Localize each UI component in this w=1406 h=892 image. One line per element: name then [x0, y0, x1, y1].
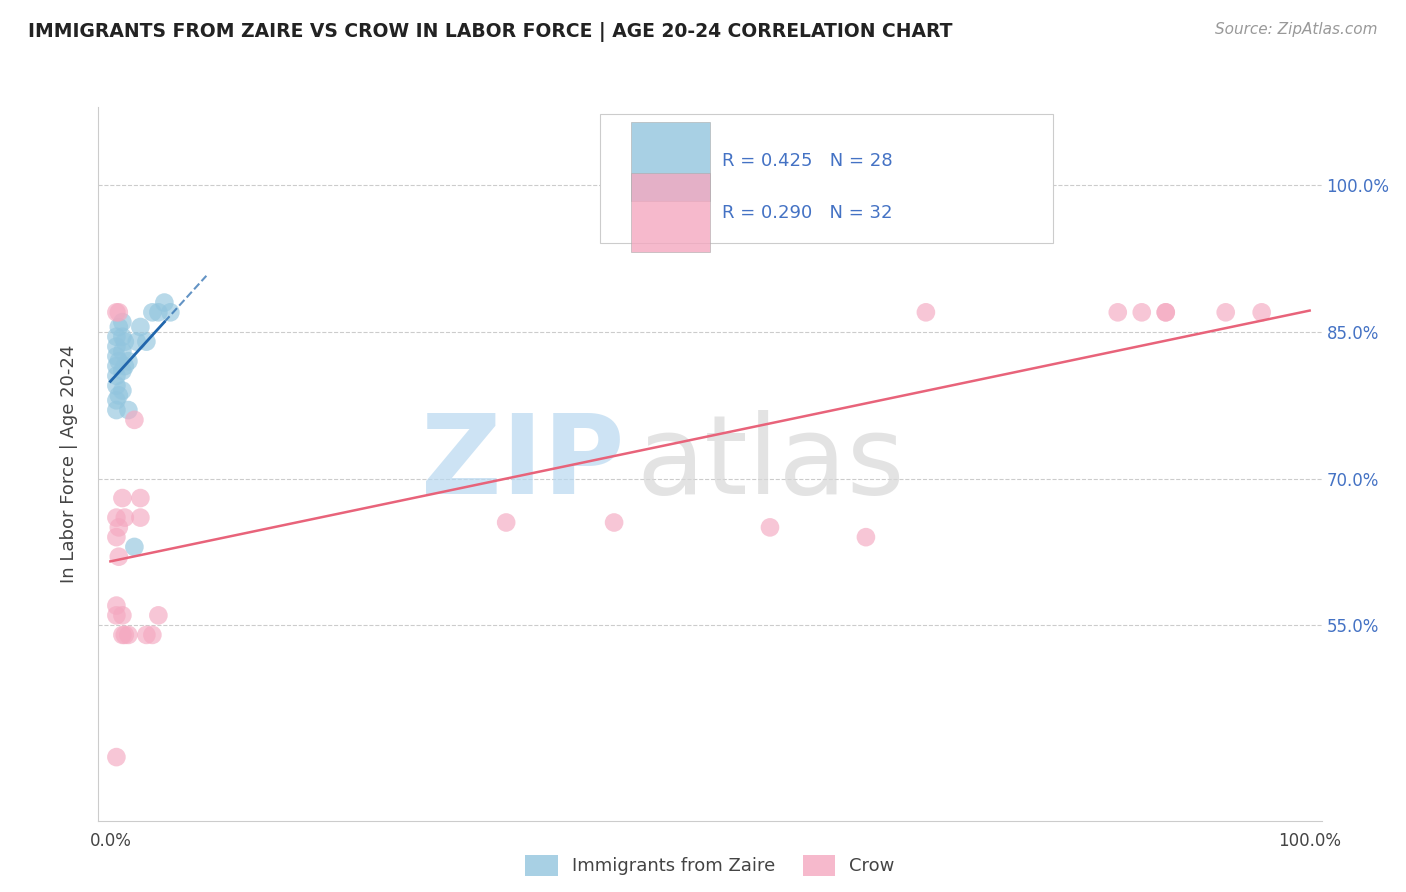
Point: [105, 599, 128, 613]
Point: [111, 315, 134, 329]
Text: atlas: atlas: [637, 410, 905, 517]
Point: [1215, 305, 1237, 319]
Text: Source: ZipAtlas.com: Source: ZipAtlas.com: [1215, 22, 1378, 37]
Point: [108, 354, 131, 368]
Point: [105, 305, 128, 319]
Point: [148, 305, 170, 319]
Point: [105, 403, 128, 417]
Point: [141, 305, 163, 319]
Point: [111, 364, 134, 378]
Point: [111, 491, 134, 505]
Point: [105, 510, 128, 524]
Point: [105, 378, 128, 392]
Point: [495, 516, 517, 530]
Point: [117, 354, 139, 368]
Point: [105, 330, 128, 344]
Point: [159, 305, 181, 319]
Point: [111, 608, 134, 623]
Y-axis label: In Labor Force | Age 20-24: In Labor Force | Age 20-24: [59, 344, 77, 583]
Point: [1154, 305, 1177, 319]
Point: [108, 305, 131, 319]
Point: [114, 510, 136, 524]
Point: [105, 339, 128, 353]
Point: [129, 320, 152, 334]
Point: [125, 334, 148, 349]
Text: R = 0.290   N = 32: R = 0.290 N = 32: [723, 203, 893, 221]
Point: [855, 530, 877, 544]
Point: [105, 393, 128, 408]
Point: [105, 368, 128, 383]
Point: [153, 295, 176, 310]
Point: [1250, 305, 1272, 319]
Point: [105, 750, 128, 764]
Legend: Immigrants from Zaire, Crow: Immigrants from Zaire, Crow: [517, 847, 903, 883]
Point: [111, 330, 134, 344]
Point: [108, 388, 131, 402]
Text: ZIP: ZIP: [420, 410, 624, 517]
Point: [915, 305, 938, 319]
Point: [111, 384, 134, 398]
Point: [105, 349, 128, 363]
Point: [1107, 305, 1129, 319]
Point: [759, 520, 782, 534]
Point: [114, 359, 136, 373]
Point: [108, 549, 131, 564]
Point: [135, 334, 157, 349]
Point: [108, 320, 131, 334]
Point: [129, 510, 152, 524]
Point: [117, 403, 139, 417]
Point: [108, 520, 131, 534]
Point: [124, 540, 146, 554]
Point: [114, 334, 136, 349]
Point: [117, 628, 139, 642]
Point: [105, 530, 128, 544]
Point: [1130, 305, 1153, 319]
Point: [141, 628, 163, 642]
FancyBboxPatch shape: [630, 122, 710, 201]
Point: [105, 608, 128, 623]
Point: [105, 359, 128, 373]
Point: [124, 413, 146, 427]
Point: [1154, 305, 1177, 319]
Point: [111, 628, 134, 642]
Point: [111, 344, 134, 359]
Point: [135, 628, 157, 642]
Point: [603, 516, 626, 530]
Point: [114, 628, 136, 642]
Point: [129, 491, 152, 505]
Text: R = 0.425   N = 28: R = 0.425 N = 28: [723, 153, 893, 170]
FancyBboxPatch shape: [600, 114, 1053, 243]
FancyBboxPatch shape: [630, 173, 710, 252]
Text: IMMIGRANTS FROM ZAIRE VS CROW IN LABOR FORCE | AGE 20-24 CORRELATION CHART: IMMIGRANTS FROM ZAIRE VS CROW IN LABOR F…: [28, 22, 953, 42]
Point: [148, 608, 170, 623]
